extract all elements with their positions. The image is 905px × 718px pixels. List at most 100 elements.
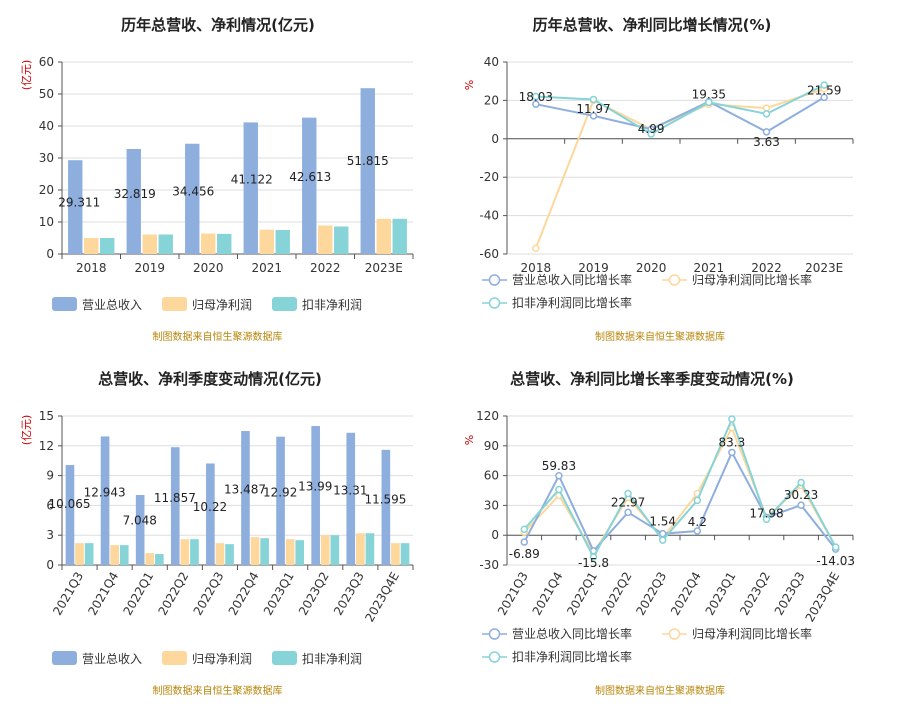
y-tick-label: 50: [39, 87, 54, 101]
line-point: [705, 98, 713, 107]
bar-revenue: [302, 117, 317, 254]
y-tick-label: 15: [39, 409, 54, 423]
bar-deducted-profit: [392, 218, 407, 254]
x-tick-label: 2022: [751, 261, 782, 275]
y-tick-label: 120: [476, 409, 499, 423]
bar-net-profit: [75, 543, 84, 565]
bar-net-profit: [391, 543, 400, 565]
x-tick-label: 2022: [310, 261, 341, 275]
bar-deducted-profit: [400, 543, 410, 565]
line-point: [658, 536, 667, 544]
legend-label: 扣非净利润: [302, 298, 362, 312]
bar-deducted-profit: [330, 535, 340, 565]
bar-net-profit: [356, 533, 365, 565]
y-unit-label: (亿元): [20, 60, 33, 91]
line-data-label: 30.23: [784, 488, 818, 502]
x-tick-label: 2021: [694, 261, 725, 275]
bar-data-label: 41.122: [231, 173, 273, 187]
line-data-label: 11.97: [576, 102, 610, 116]
x-tick-label: 2023Q2: [296, 570, 332, 618]
bar-data-label: 7.048: [123, 513, 157, 527]
bar-data-label: 42.613: [289, 170, 331, 184]
y-tick-label: -40: [479, 209, 499, 223]
x-tick-label: 2021: [251, 261, 282, 275]
bar-deducted-profit: [84, 543, 94, 565]
source-note: 制图数据来自恒生聚源数据库: [595, 330, 725, 343]
line-data-label: 3.63: [753, 135, 780, 149]
bar-deducted-profit: [295, 540, 305, 565]
line-point: [532, 100, 540, 108]
x-tick-label: 2023Q3: [331, 570, 367, 618]
bar-revenue: [243, 122, 258, 254]
bar-revenue: [276, 436, 285, 565]
line-point: [797, 501, 805, 509]
line-point: [728, 415, 736, 423]
x-tick-label: 2022Q3: [633, 570, 669, 618]
x-tick-label: 2023Q3: [772, 570, 808, 618]
line-point: [762, 128, 771, 136]
line-point: [820, 93, 828, 102]
line-data-label: 21.59: [807, 83, 841, 97]
bar-net-profit: [250, 537, 260, 565]
x-tick-label: 2023Q2: [737, 570, 773, 618]
y-tick-label: 30: [39, 151, 54, 165]
bar-data-label: 10.22: [193, 500, 227, 514]
y-tick-label: 0: [491, 528, 499, 542]
y-tick-label: -60: [479, 247, 499, 261]
line-point: [693, 496, 702, 505]
y-unit-label: (亿元): [20, 415, 33, 446]
bar-data-label: 51.815: [347, 154, 389, 168]
bar-net-profit: [180, 539, 190, 565]
legend-label: 营业总收入同比增长率: [512, 626, 632, 641]
y-tick-label: 6: [46, 498, 54, 512]
quarterly-growth-chart: 总营收、净利同比增长率季度变动情况(%)% -30 0 30 60 90 120 2021Q3…: [463, 370, 855, 697]
line-point: [624, 489, 632, 498]
x-tick-label: 2023Q4E: [803, 570, 843, 625]
y-tick-label: 40: [39, 119, 54, 133]
y-tick-label: 0: [46, 558, 54, 572]
x-tick-label: 2021Q4: [85, 570, 121, 618]
y-unit-label: %: [463, 435, 476, 445]
bar-net-profit: [142, 234, 157, 254]
bar-net-profit: [259, 229, 274, 254]
bar-net-profit: [145, 553, 155, 565]
bar-data-label: 13.487: [224, 482, 266, 496]
line-point: [820, 81, 828, 89]
x-tick-label: 2020: [193, 261, 224, 275]
legend-label: 归母净利润: [192, 652, 252, 666]
legend-label: 扣非净利润同比增长率: [512, 649, 632, 664]
bar-data-label: 13.31: [333, 483, 367, 497]
bar-deducted-profit: [334, 226, 349, 254]
bar-deducted-profit: [100, 238, 115, 254]
line-data-label: 4.2: [688, 515, 707, 529]
bar-data-label: 12.92: [263, 485, 297, 499]
bar-deducted-profit: [190, 539, 199, 565]
chart-title: 总营收、净利同比增长率季度变动情况(%): [510, 370, 794, 388]
y-tick-label: 0: [46, 247, 54, 261]
line-point: [589, 553, 598, 561]
bar-revenue: [241, 431, 250, 565]
bar-revenue: [360, 88, 375, 254]
line-point: [589, 95, 598, 104]
x-tick-label: 2023Q1: [703, 570, 739, 618]
line-point: [520, 538, 529, 546]
x-tick-label: 2021Q3: [50, 570, 86, 618]
line-data-label: -14.03: [816, 554, 855, 568]
line-data-label: -15.8: [578, 556, 609, 570]
line-point: [831, 543, 840, 551]
line-data-label: 4.99: [638, 122, 665, 136]
y-tick-label: -30: [479, 558, 499, 572]
line-data-label: 83.3: [719, 435, 746, 449]
bar-revenue: [65, 465, 75, 565]
legend-label: 归母净利润同比增长率: [692, 626, 812, 641]
legend-label: 扣非净利润: [302, 652, 362, 666]
x-tick-label: 2022Q1: [120, 570, 156, 618]
line-series-deducted-profit-growth: [535, 84, 825, 136]
y-tick-label: 90: [484, 439, 499, 453]
y-tick-label: 10: [39, 215, 54, 229]
bar-deducted-profit: [217, 233, 232, 254]
bar-revenue: [135, 494, 145, 565]
y-tick-label: 0: [491, 132, 499, 146]
